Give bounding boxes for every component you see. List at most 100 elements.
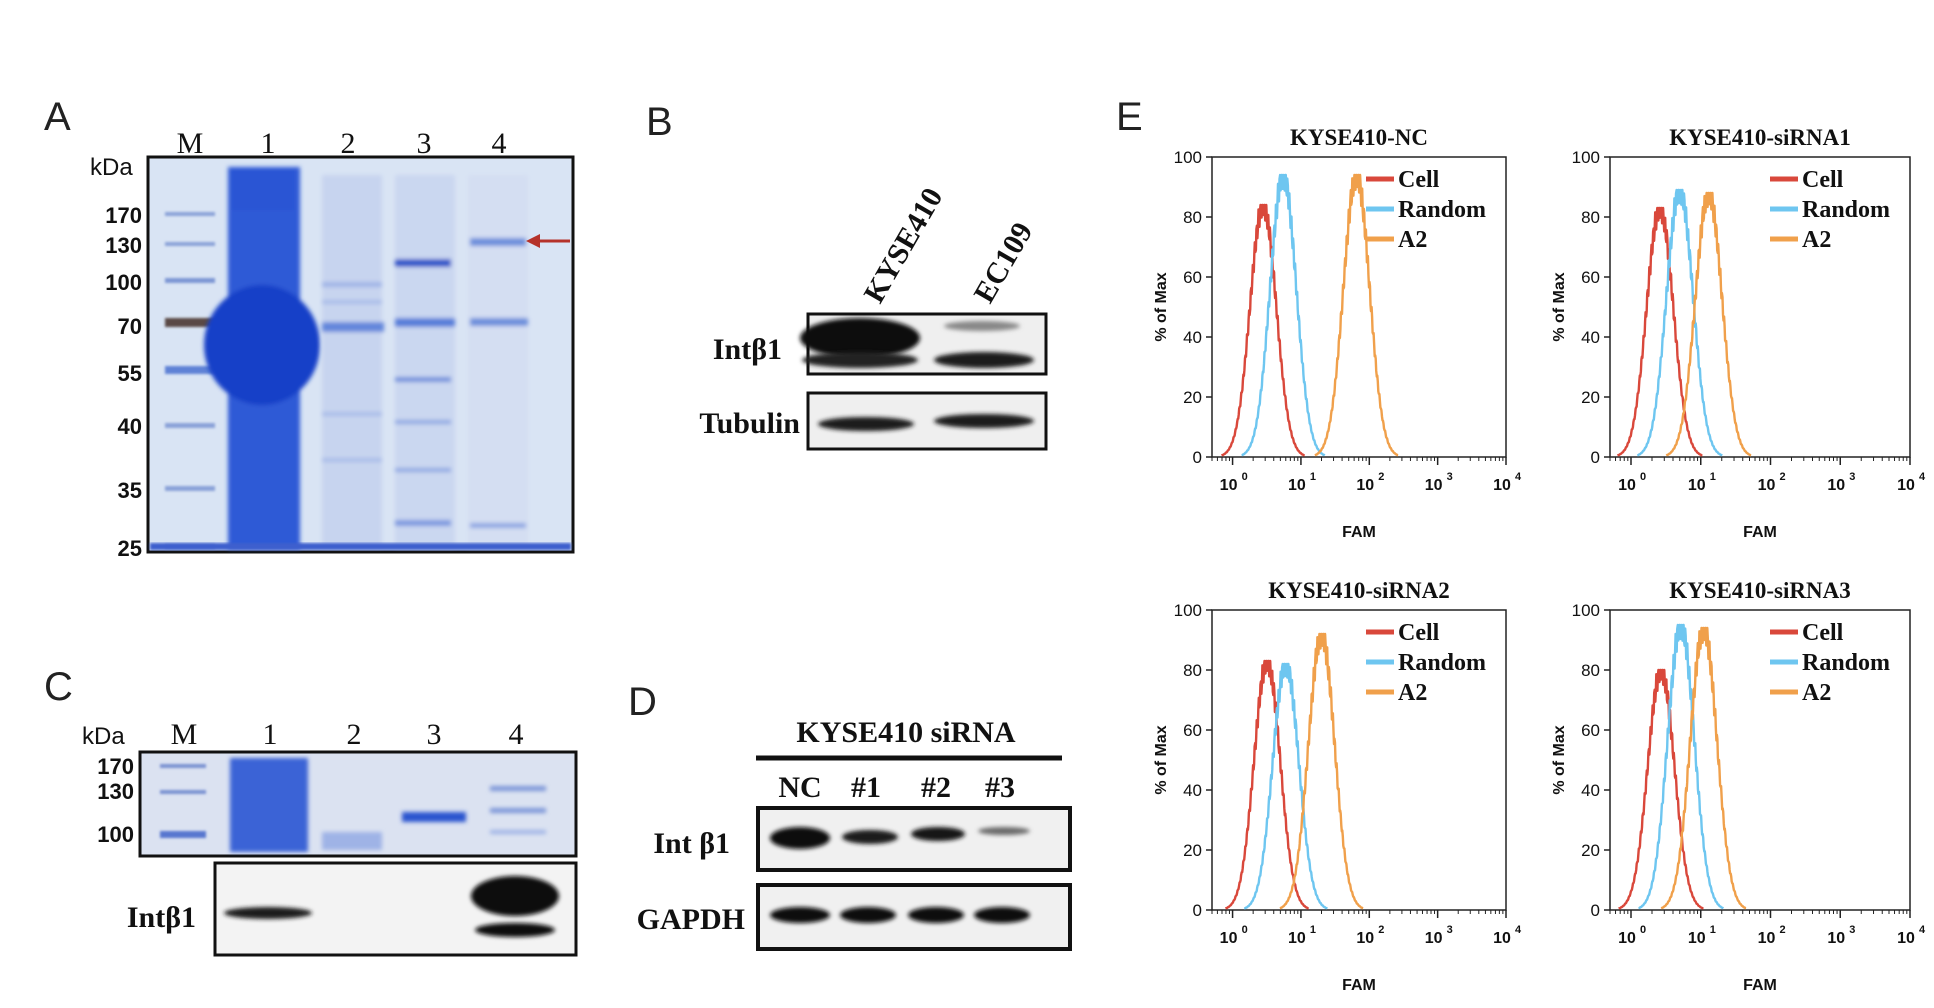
series-line-a2 bbox=[1314, 173, 1399, 457]
y-axis-label: % of Max bbox=[1153, 725, 1170, 794]
x-tick-exponent: 4 bbox=[1515, 924, 1522, 936]
x-axis-label: FAM bbox=[1342, 977, 1376, 994]
panel-c-lane-label: M bbox=[171, 718, 198, 751]
x-tick-label: 10 bbox=[1288, 930, 1306, 947]
legend-label: Cell bbox=[1802, 620, 1844, 646]
mw-marker-label: 170 bbox=[97, 754, 134, 779]
panel-d-column-label: #3 bbox=[985, 771, 1015, 804]
mw-marker-label: 100 bbox=[97, 822, 134, 847]
x-axis-label: FAM bbox=[1342, 524, 1376, 541]
panel-b-row-label: Intβ1 bbox=[713, 333, 782, 366]
panel-d-column-label: #2 bbox=[921, 771, 951, 804]
x-tick-label: 10 bbox=[1356, 477, 1374, 494]
series-line-a2 bbox=[1279, 632, 1364, 910]
panel-d-column-labels: NC #1 #2 #3 bbox=[778, 771, 1015, 804]
legend-label: Random bbox=[1802, 197, 1890, 223]
mw-marker-label: 130 bbox=[97, 779, 134, 804]
plot-title: KYSE410-siRNA1 bbox=[1669, 125, 1850, 150]
mw-marker-label: 100 bbox=[105, 270, 142, 295]
panel-d-row-label: GAPDH bbox=[637, 903, 745, 936]
plot-title: KYSE410-NC bbox=[1290, 125, 1428, 150]
mw-marker-label: 25 bbox=[118, 536, 142, 561]
legend-label: Random bbox=[1802, 650, 1890, 676]
panel-label-c: C bbox=[44, 665, 73, 709]
plot-title: KYSE410-siRNA3 bbox=[1669, 578, 1850, 603]
x-tick-exponent: 0 bbox=[1242, 471, 1248, 483]
y-axis-label: % of Max bbox=[1551, 272, 1568, 341]
target-band-arrow bbox=[526, 234, 570, 248]
x-tick-label: 10 bbox=[1425, 930, 1443, 947]
series-line-cell bbox=[1616, 206, 1703, 457]
y-tick-label: 100 bbox=[1572, 148, 1600, 167]
mw-marker-label: 130 bbox=[105, 233, 142, 258]
panel-a-lane-label: 3 bbox=[417, 127, 432, 160]
y-axis-label: % of Max bbox=[1153, 272, 1170, 341]
panel-c-blot bbox=[213, 861, 578, 957]
x-tick-label: 10 bbox=[1758, 930, 1776, 947]
series-line-cell bbox=[1224, 659, 1310, 910]
legend-label: A2 bbox=[1802, 680, 1831, 706]
series-line-random bbox=[1240, 173, 1326, 457]
panel-b-row-label: Tubulin bbox=[699, 407, 800, 440]
x-tick-label: 10 bbox=[1897, 477, 1915, 494]
x-tick-exponent: 0 bbox=[1640, 471, 1646, 483]
y-tick-label: 80 bbox=[1183, 661, 1202, 680]
y-tick-label: 20 bbox=[1183, 388, 1202, 407]
x-tick-exponent: 3 bbox=[1447, 924, 1453, 936]
y-tick-label: 60 bbox=[1581, 268, 1600, 287]
x-tick-label: 10 bbox=[1220, 930, 1238, 947]
panel-c-row-label: Intβ1 bbox=[127, 901, 196, 934]
y-tick-label: 0 bbox=[1193, 448, 1202, 467]
panel-label-e: E bbox=[1116, 95, 1143, 139]
x-tick-label: 10 bbox=[1758, 477, 1776, 494]
x-tick-exponent: 4 bbox=[1919, 471, 1926, 483]
panel-d-blot-int-beta1 bbox=[756, 806, 1072, 872]
x-tick-label: 10 bbox=[1618, 930, 1636, 947]
x-tick-label: 10 bbox=[1493, 930, 1511, 947]
mw-marker-label: 170 bbox=[105, 203, 142, 228]
plot-title: KYSE410-siRNA2 bbox=[1268, 578, 1449, 603]
panel-a-gel bbox=[146, 155, 575, 554]
y-tick-label: 100 bbox=[1174, 601, 1202, 620]
panel-a-lane-label: 4 bbox=[492, 127, 507, 160]
x-tick-label: 10 bbox=[1288, 477, 1306, 494]
panel-b-blot-tubulin bbox=[806, 391, 1048, 451]
y-tick-label: 40 bbox=[1581, 328, 1600, 347]
x-axis-label: FAM bbox=[1743, 524, 1777, 541]
x-tick-exponent: 2 bbox=[1779, 471, 1785, 483]
x-tick-exponent: 0 bbox=[1242, 924, 1248, 936]
legend-label: Cell bbox=[1398, 620, 1440, 646]
mw-marker-label: 40 bbox=[118, 414, 142, 439]
series-line-cell bbox=[1618, 668, 1705, 910]
legend-label: A2 bbox=[1398, 227, 1427, 253]
panel-b-blot-int-beta1 bbox=[800, 312, 1048, 376]
y-tick-label: 60 bbox=[1183, 721, 1202, 740]
x-tick-exponent: 4 bbox=[1919, 924, 1926, 936]
panel-a-lane-label: 1 bbox=[261, 127, 276, 160]
x-tick-exponent: 3 bbox=[1849, 471, 1855, 483]
y-tick-label: 40 bbox=[1183, 781, 1202, 800]
series-line-random bbox=[1243, 662, 1328, 910]
x-tick-label: 10 bbox=[1688, 477, 1706, 494]
y-tick-label: 20 bbox=[1581, 388, 1600, 407]
series-line-random bbox=[1636, 188, 1723, 457]
panel-a-unit-label: kDa bbox=[90, 154, 133, 181]
y-tick-label: 80 bbox=[1581, 208, 1600, 227]
x-tick-exponent: 1 bbox=[1710, 471, 1716, 483]
series-line-a2 bbox=[1665, 191, 1752, 457]
y-tick-label: 80 bbox=[1183, 208, 1202, 227]
y-axis-label: % of Max bbox=[1551, 725, 1568, 794]
panel-label-d: D bbox=[628, 680, 657, 724]
x-tick-exponent: 2 bbox=[1378, 924, 1384, 936]
panel-a-lane-label: M bbox=[177, 127, 204, 160]
x-tick-label: 10 bbox=[1425, 477, 1443, 494]
panel-a-lane-labels: M 1 2 3 4 bbox=[177, 127, 507, 160]
legend-label: Random bbox=[1398, 650, 1486, 676]
y-tick-label: 100 bbox=[1572, 601, 1600, 620]
legend-label: A2 bbox=[1398, 680, 1427, 706]
panel-c-lane-label: 1 bbox=[263, 718, 278, 751]
